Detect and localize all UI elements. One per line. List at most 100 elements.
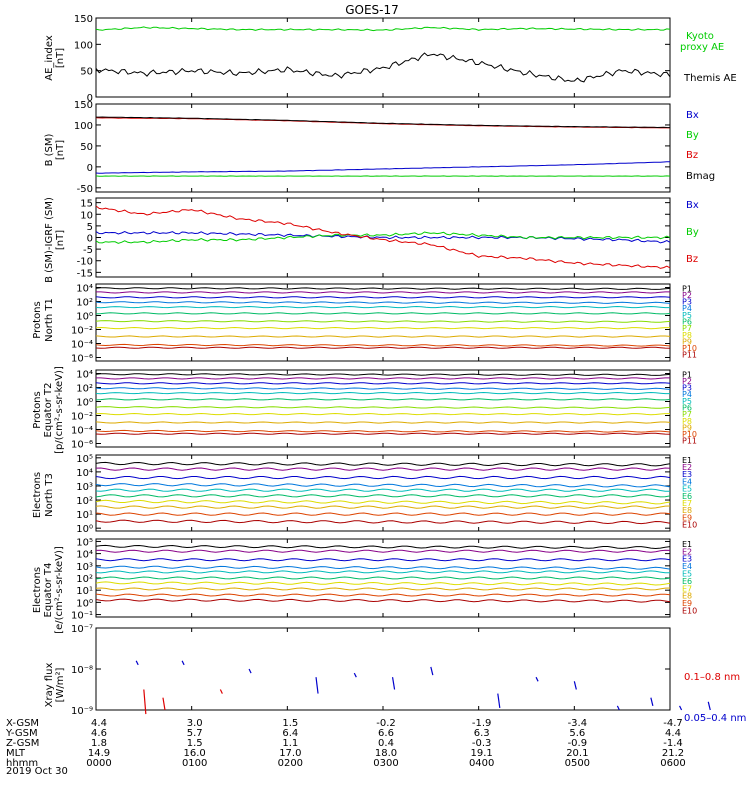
pT1-channel-p7 (95, 320, 671, 323)
eT3-channel-label-e5: E5 (682, 485, 692, 494)
xray-mark (143, 689, 147, 715)
orbit-cell: 1.5 (282, 718, 298, 729)
orbit-row-label: Y-GSM (5, 728, 38, 739)
svg-text:[nT]: [nT] (55, 48, 66, 68)
panel-frames: 050100150-50050100150-15-10-505101510⁴10… (71, 14, 671, 717)
bsm-legend: Bx By Bz Bmag (686, 110, 715, 182)
pT2-channel-p3 (95, 382, 671, 385)
eT4-channel-label-e7: E7 (682, 584, 692, 593)
legend-xray-short: 0.05–0.4 nm (684, 713, 746, 724)
svg-text:AE_index: AE_index (44, 35, 55, 81)
orbit-cell: 3.0 (187, 718, 203, 729)
xray-mark (391, 677, 396, 690)
bsm-ytick-label: -50 (77, 184, 93, 195)
orbit-cell: 6.4 (282, 728, 298, 739)
pT2-channel-label-p4: P4 (682, 390, 692, 399)
legend-diff-bz: Bz (686, 254, 698, 265)
xray-mark (219, 689, 223, 694)
pT2-channel-p5 (95, 391, 670, 395)
orbit-cell: 4.4 (665, 728, 681, 739)
pT2-channel-p8 (95, 412, 670, 416)
legend-bz: Bz (686, 150, 698, 161)
bdiff-ytick-label: 0 (87, 234, 93, 245)
orbit-cell: 17.0 (279, 748, 301, 759)
ae-series-themis-ae (95, 52, 671, 83)
svg-text:[nT]: [nT] (55, 230, 66, 250)
svg-text:B (SM)-IGRF (SM): B (SM)-IGRF (SM) (44, 197, 55, 283)
bdiff-ytick-label: -10 (77, 257, 93, 268)
pT2-channel-p9 (95, 421, 671, 424)
eT4-channel-e10 (95, 598, 671, 603)
pT1-channel-label-p7: P7 (682, 324, 692, 333)
svg-text:Xray flux: Xray flux (44, 663, 55, 708)
eT3-channel-e3 (95, 475, 671, 480)
xray-mark (315, 677, 319, 694)
bdiff-ylabel: B (SM)-IGRF (SM) [nT] (44, 197, 66, 283)
eT3-ytick-label: 10⁴ (76, 468, 93, 479)
eT3-ytick-label: 10³ (76, 482, 93, 493)
xray-mark (135, 660, 139, 666)
pT1-channel-p9 (95, 335, 671, 338)
svg-text:Protons: Protons (32, 391, 43, 428)
legend-proxy-ae: proxy AE (680, 42, 724, 53)
pT2-channel-p4 (95, 387, 671, 390)
svg-text:[e/(cm²-s-sr-keV)]: [e/(cm²-s-sr-keV)] (54, 546, 65, 634)
eT4-channel-e9 (95, 593, 671, 597)
bdiff-legend: Bx By Bz (686, 200, 699, 265)
pT2-frame (95, 369, 671, 448)
svg-text:[p/(cm²-s-sr-keV)]: [p/(cm²-s-sr-keV)] (54, 366, 65, 454)
orbit-cell: 19.1 (471, 748, 493, 759)
eT4-ytick-label: 10³ (76, 562, 93, 573)
legend-xray-long: 0.1–0.8 nm (684, 672, 740, 683)
eT4-channel-e1 (95, 544, 671, 550)
pT2-ytick-label: 10⁰ (76, 398, 93, 409)
pT2-ytick-label: 10⁴ (76, 370, 93, 381)
pT2-channel-p11 (95, 432, 671, 435)
pT1-channel-label-p9: P9 (682, 337, 692, 346)
bsm-ytick-label: 0 (87, 163, 93, 174)
legend-diff-by: By (686, 227, 699, 238)
svg-text:[W/m²]: [W/m²] (55, 667, 66, 702)
legend-bx: Bx (686, 110, 699, 121)
bsm-ylabel: B (SM) [nT] (44, 133, 66, 166)
pT2-channel-p2 (96, 377, 670, 380)
pT2-ytick-label: 10⁻⁶ (71, 440, 93, 451)
legend-diff-bx: Bx (686, 200, 699, 211)
orbit-cell: 18.0 (375, 748, 397, 759)
ae-ytick-label: 150 (74, 14, 93, 25)
pT2-ylabel: Protons Equator T2 [p/(cm²-s-sr-keV)] (32, 366, 65, 454)
eT3-channel-label-e8: E8 (682, 506, 692, 515)
bdiff-ytick-label: 10 (80, 210, 93, 221)
orbit-cell: 0500 (565, 758, 590, 769)
ae-ytick-label: 0 (87, 93, 93, 104)
svg-text:Equator T2: Equator T2 (43, 383, 54, 438)
pT2-channel-label-p2: P2 (682, 377, 692, 386)
orbit-cell: 1.5 (187, 738, 203, 749)
eT4-channel-label-e2: E2 (682, 547, 692, 556)
pT2-channel-label-p9: P9 (682, 423, 692, 432)
eT3-channel-label-e10: E10 (682, 521, 697, 530)
eT3-channel-label-e4: E4 (682, 477, 692, 486)
pT1-frame (95, 283, 671, 362)
orbit-row-label: hhmm (6, 758, 38, 769)
xray-mark (497, 693, 501, 709)
date-label: 2019 Oct 30 (6, 766, 68, 777)
ae-ytick-label: 100 (74, 40, 93, 51)
eT3-ylabel: Electrons North T3 (32, 472, 55, 518)
ae-ylabel: AE_index [nT] (44, 35, 66, 81)
orbit-cell: 1.1 (282, 738, 298, 749)
orbit-cell: 6.3 (474, 728, 490, 739)
ae-ytick-label: 50 (80, 67, 93, 78)
bdiff-series-bz (95, 205, 671, 269)
orbit-cell: 0200 (278, 758, 303, 769)
eT4-channel-label-e1: E1 (682, 540, 692, 549)
pT1-channel-label-p8: P8 (682, 331, 692, 340)
orbit-cell: 0000 (86, 758, 111, 769)
xray-legend: 0.1–0.8 nm 0.05–0.4 nm (684, 672, 746, 724)
bsm-ytick-label: 50 (80, 142, 93, 153)
orbit-cell: -0.3 (472, 738, 492, 749)
pT2-channel-p6 (95, 398, 671, 401)
legend-by: By (686, 130, 699, 141)
eT3-channel-e9 (95, 512, 671, 516)
